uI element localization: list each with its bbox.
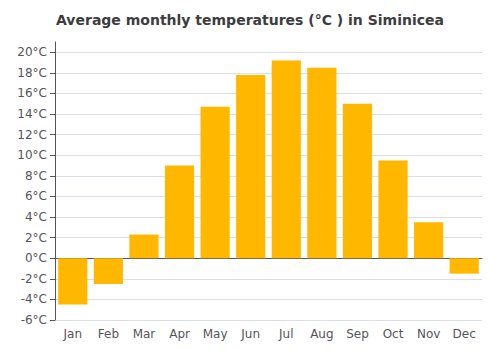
svg-text:Apr: Apr — [169, 327, 190, 341]
svg-text:18°C: 18°C — [17, 66, 47, 80]
svg-text:-2°C: -2°C — [21, 272, 47, 286]
svg-text:Feb: Feb — [98, 327, 119, 341]
svg-text:2°C: 2°C — [25, 231, 47, 245]
svg-text:6°C: 6°C — [25, 189, 47, 203]
svg-text:12°C: 12°C — [17, 128, 47, 142]
svg-text:4°C: 4°C — [25, 210, 47, 224]
svg-text:Jun: Jun — [240, 327, 260, 341]
svg-text:8°C: 8°C — [25, 169, 47, 183]
svg-text:14°C: 14°C — [17, 107, 47, 121]
svg-text:May: May — [203, 327, 228, 341]
svg-text:16°C: 16°C — [17, 86, 47, 100]
svg-text:0°C: 0°C — [25, 251, 47, 265]
svg-text:Aug: Aug — [310, 327, 333, 341]
svg-text:10°C: 10°C — [17, 148, 47, 162]
svg-text:-6°C: -6°C — [21, 313, 47, 327]
svg-text:Average monthly temperatures (: Average monthly temperatures (°C ) in Si… — [56, 12, 444, 28]
svg-text:Jan: Jan — [63, 327, 83, 341]
svg-text:Mar: Mar — [133, 327, 156, 341]
svg-text:Oct: Oct — [383, 327, 404, 341]
svg-text:Dec: Dec — [453, 327, 476, 341]
svg-text:20°C: 20°C — [17, 45, 47, 59]
svg-text:Nov: Nov — [417, 327, 440, 341]
svg-text:Jul: Jul — [278, 327, 293, 341]
svg-text:-4°C: -4°C — [21, 292, 47, 306]
svg-text:Sep: Sep — [346, 327, 369, 341]
